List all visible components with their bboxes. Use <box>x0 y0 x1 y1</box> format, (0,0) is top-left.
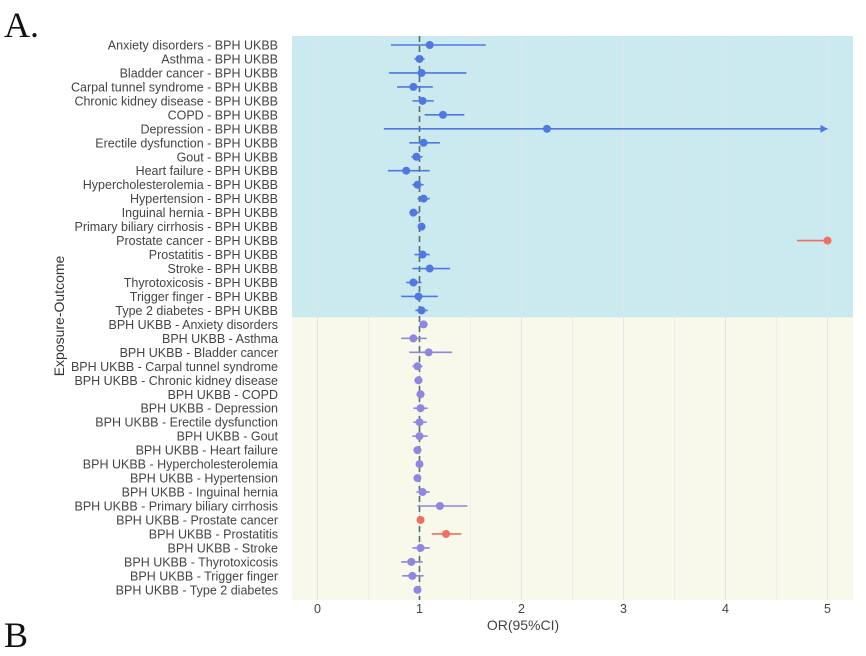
row-label: Hypertension - BPH UKBB <box>130 192 278 206</box>
point-estimates <box>402 41 832 594</box>
row-label: Carpal tunnel syndrome - BPH UKBB <box>71 80 278 94</box>
x-axis-label: OR(95%CI) <box>487 617 559 633</box>
x-tick-label: 3 <box>620 602 627 616</box>
x-tick-label: 2 <box>518 602 525 616</box>
row-label: BPH UKBB - Prostate cancer <box>116 513 278 527</box>
row-label: BPH UKBB - Erectile dysfunction <box>95 416 278 430</box>
x-tick-labels: 0 1 2 3 4 5 <box>314 602 831 616</box>
point-estimate <box>442 529 451 538</box>
point-estimate <box>415 460 424 469</box>
point-estimate <box>424 348 433 357</box>
point-estimate <box>409 82 418 91</box>
row-label: BPH UKBB - Type 2 diabetes <box>116 583 278 597</box>
row-label: Type 2 diabetes - BPH UKBB <box>115 304 278 318</box>
row-label: Prostate cancer - BPH UKBB <box>116 234 278 248</box>
row-label: Inguinal hernia - BPH UKBB <box>122 206 278 220</box>
point-estimate <box>409 278 418 287</box>
point-estimate <box>412 152 421 161</box>
row-label: Asthma - BPH UKBB <box>161 52 278 66</box>
row-label: BPH UKBB - Thyrotoxicosis <box>124 555 278 569</box>
point-estimate <box>419 194 428 203</box>
row-label: Heart failure - BPH UKBB <box>136 164 278 178</box>
point-estimate <box>414 376 423 385</box>
point-estimate <box>543 124 551 133</box>
point-estimate <box>407 557 416 566</box>
y-axis-label: Exposure-Outcome <box>51 255 67 376</box>
point-estimate <box>413 474 422 483</box>
row-label: Primary biliary cirrhosis - BPH UKBB <box>74 220 278 234</box>
x-tick-label: 1 <box>416 602 423 616</box>
point-estimate <box>413 446 422 455</box>
row-label: BPH UKBB - Depression <box>140 402 278 416</box>
row-label: BPH UKBB - COPD <box>168 388 278 402</box>
row-label: Thyrotoxicosis - BPH UKBB <box>124 276 278 290</box>
point-estimate <box>408 571 417 580</box>
row-label: Chronic kidney disease - BPH UKBB <box>74 94 278 108</box>
point-estimate <box>418 488 427 497</box>
point-estimate <box>419 138 428 147</box>
point-estimate <box>415 432 424 441</box>
row-label: BPH UKBB - Prostatitis <box>149 527 278 541</box>
point-estimate <box>402 166 411 175</box>
row-label: BPH UKBB - Stroke <box>168 541 278 555</box>
row-label: BPH UKBB - Chronic kidney disease <box>74 374 278 388</box>
point-estimate <box>438 110 447 119</box>
row-label: Stroke - BPH UKBB <box>168 262 278 276</box>
ci-arrow-head <box>820 124 828 133</box>
row-label: Hypercholesterolemia - BPH UKBB <box>83 178 278 192</box>
row-label: Trigger finger - BPH UKBB <box>130 290 278 304</box>
point-estimate <box>418 250 427 259</box>
row-label: Anxiety disorders - BPH UKBB <box>108 39 278 53</box>
point-estimate <box>413 180 422 189</box>
row-label: Erectile dysfunction - BPH UKBB <box>95 136 278 150</box>
point-estimate <box>414 292 423 301</box>
row-label: Gout - BPH UKBB <box>177 150 278 164</box>
row-label: BPH UKBB - Gout <box>177 430 279 444</box>
point-estimate <box>409 334 418 343</box>
point-estimate <box>435 502 444 511</box>
panel-label-b: B <box>4 615 29 655</box>
point-estimate <box>417 222 426 231</box>
row-label: BPH UKBB - Inguinal hernia <box>122 486 278 500</box>
row-label: Prostatitis - BPH UKBB <box>149 248 278 262</box>
point-estimate <box>413 362 422 371</box>
point-estimate <box>425 41 434 49</box>
point-estimate <box>416 404 425 413</box>
point-estimate <box>416 390 425 399</box>
point-estimate <box>416 543 425 552</box>
point-estimate <box>415 54 424 63</box>
row-label: BPH UKBB - Anxiety disorders <box>108 318 278 332</box>
point-estimate <box>409 208 418 217</box>
row-label: Depression - BPH UKBB <box>140 122 278 136</box>
point-estimate <box>417 306 426 315</box>
x-tick-label: 5 <box>824 602 831 616</box>
x-tick-label: 0 <box>314 602 321 616</box>
x-tick-label: 4 <box>722 602 729 616</box>
point-estimate <box>823 236 832 245</box>
point-estimate <box>413 585 422 594</box>
point-estimate <box>415 418 424 427</box>
point-estimate <box>418 96 427 105</box>
row-label: BPH UKBB - Heart failure <box>136 444 278 458</box>
row-label: BPH UKBB - Asthma <box>162 332 278 346</box>
point-estimate <box>417 68 426 77</box>
point-estimate <box>419 320 428 329</box>
point-estimate <box>416 515 425 524</box>
row-label: BPH UKBB - Carpal tunnel syndrome <box>71 360 278 374</box>
row-label: Bladder cancer - BPH UKBB <box>120 66 278 80</box>
row-label: BPH UKBB - Primary biliary cirrhosis <box>74 500 278 514</box>
row-label: COPD - BPH UKBB <box>168 108 278 122</box>
row-label: BPH UKBB - Trigger finger <box>130 569 278 583</box>
row-label: BPH UKBB - Hypertension <box>130 472 278 486</box>
row-label: BPH UKBB - Hypercholesterolemia <box>83 458 278 472</box>
panel-label-a: A. <box>4 5 39 45</box>
point-estimate <box>425 264 434 273</box>
row-label: BPH UKBB - Bladder cancer <box>120 346 278 360</box>
